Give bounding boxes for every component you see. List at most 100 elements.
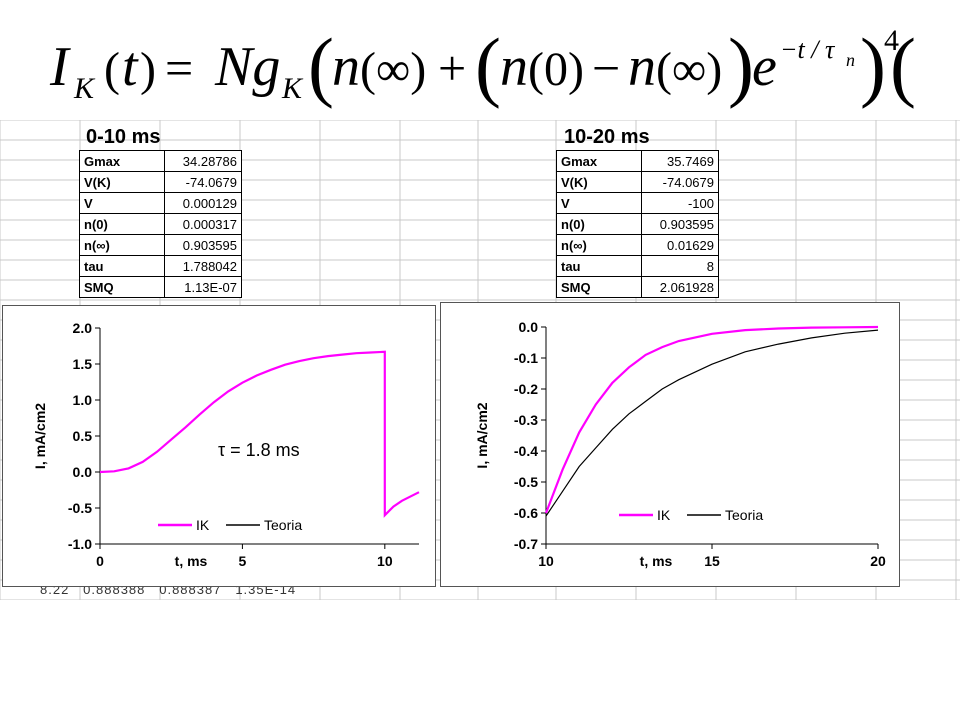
param-value: 0.01629 <box>641 234 719 256</box>
chart-10-20ms: -0.7 -0.6 -0.5 -0.4 -0.3 -0.2 -0.1 0.0 10 15 20 t, … <box>440 302 900 587</box>
param-value: 8 <box>641 255 719 277</box>
param-value: 1.13E-07 <box>164 276 242 298</box>
y-axis-label: I, mA/cm2 <box>474 402 490 468</box>
svg-text:e: e <box>752 36 777 98</box>
series-line-ik <box>99 350 420 518</box>
svg-text:−t / τ: −t / τ <box>780 35 836 64</box>
y-tick-label: 0.5 <box>73 428 93 444</box>
x-tick-label: 20 <box>870 553 886 569</box>
table-row: tau 1.788042 <box>79 255 242 277</box>
param-name: V(K) <box>79 171 165 193</box>
svg-text:n: n <box>500 36 528 98</box>
table-row: V(K) -74.0679 <box>79 171 242 193</box>
x-tick-label: 15 <box>704 553 720 569</box>
table-row: n(∞) 0.01629 <box>556 234 719 256</box>
table-row: n(0) 0.000317 <box>79 213 242 235</box>
table-title-0-10: 0-10 ms <box>86 126 161 148</box>
tau-annotation: τ = 1.8 ms <box>218 440 300 460</box>
parameters-table-10-20: Gmax 35.7469 V(K) -74.0679 V -100 n(0) 0.903… <box>556 150 719 298</box>
table-row: n(∞) 0.903595 <box>79 234 242 256</box>
svg-text:): ) <box>140 43 156 96</box>
y-tick-label: -0.4 <box>514 443 538 459</box>
y-tick-label: -0.5 <box>68 500 92 516</box>
param-name: n(∞) <box>556 234 642 256</box>
param-value: -74.0679 <box>164 171 242 193</box>
param-name: SMQ <box>556 276 642 298</box>
param-value: -100 <box>641 192 719 214</box>
param-name: V <box>79 192 165 214</box>
table-row: V -100 <box>556 192 719 214</box>
param-name: n(0) <box>556 213 642 235</box>
y-tick-label: -0.2 <box>514 381 538 397</box>
param-name: n(0) <box>79 213 165 235</box>
svg-text:(∞): (∞) <box>656 43 722 96</box>
chart-0-10ms: -1.0 -0.5 0.0 0.5 1.0 1.5 2.0 0 5 10 t, ms I, mA/cm… <box>2 305 436 587</box>
y-tick-label: 1.0 <box>73 392 93 408</box>
svg-text:(: ( <box>308 22 334 109</box>
table-row: V(K) -74.0679 <box>556 171 719 193</box>
y-tick-label: 2.0 <box>73 320 93 336</box>
svg-text:I: I <box>49 36 71 98</box>
svg-text:K: K <box>281 72 304 105</box>
legend-label-ik: IK <box>657 507 671 523</box>
param-name: Gmax <box>79 150 165 172</box>
svg-text:): ) <box>728 22 754 109</box>
param-name: SMQ <box>79 276 165 298</box>
param-name: tau <box>556 255 642 277</box>
param-value: 2.061928 <box>641 276 719 298</box>
table-row: SMQ 1.13E-07 <box>79 276 242 298</box>
y-tick-label: -0.7 <box>514 536 538 552</box>
x-tick-label: 10 <box>538 553 554 569</box>
table-row: Gmax 35.7469 <box>556 150 719 172</box>
svg-text:=: = <box>165 40 193 96</box>
param-value: 1.788042 <box>164 255 242 277</box>
y-axis-label: I, mA/cm2 <box>32 403 48 469</box>
y-tick-label: -1.0 <box>68 536 92 552</box>
svg-text:Ng: Ng <box>214 36 280 98</box>
param-name: Gmax <box>556 150 642 172</box>
svg-text:): ) <box>860 22 886 109</box>
x-tick-label: 0 <box>96 553 104 569</box>
formula: I K ( t ) = Ng K ( n (∞) + ( n (0) − n (… <box>49 22 899 109</box>
svg-text:(∞): (∞) <box>360 43 426 96</box>
chart-10-20ms-svg: -0.7 -0.6 -0.5 -0.4 -0.3 -0.2 -0.1 0.0 10 15 20 t, … <box>474 319 886 569</box>
svg-text:n: n <box>628 36 656 98</box>
parameters-table-0-10: Gmax 34.28786 V(K) -74.0679 V 0.000129 n(0)… <box>79 150 242 298</box>
x-tick-label: 5 <box>239 553 247 569</box>
x-axis-label: t, ms <box>640 553 673 569</box>
legend-label-ik: IK <box>196 517 210 533</box>
y-tick-label: 1.5 <box>73 356 93 372</box>
table-row: tau 8 <box>556 255 719 277</box>
param-value: 35.7469 <box>641 150 719 172</box>
svg-text:t: t <box>122 36 139 98</box>
table-title-10-20: 10-20 ms <box>564 126 650 148</box>
svg-text:(: ( <box>104 43 120 96</box>
y-tick-label: -0.5 <box>514 474 538 490</box>
param-value: 0.000129 <box>164 192 242 214</box>
y-tick-label: 0.0 <box>519 319 539 335</box>
param-value: 0.000317 <box>164 213 242 235</box>
svg-text:4: 4 <box>884 24 899 57</box>
param-value: -74.0679 <box>641 171 719 193</box>
y-tick-label: -0.1 <box>514 350 538 366</box>
table-row: SMQ 2.061928 <box>556 276 719 298</box>
y-tick-label: 0.0 <box>73 464 93 480</box>
table-row: V 0.000129 <box>79 192 242 214</box>
legend-label-teoria: Teoria <box>725 507 763 523</box>
param-value: 0.903595 <box>641 213 719 235</box>
x-tick-label: 10 <box>377 553 393 569</box>
series-line-teoria <box>545 329 879 517</box>
svg-text:n: n <box>846 50 855 70</box>
y-tick-label: -0.3 <box>514 412 538 428</box>
y-tick-label: -0.6 <box>514 505 538 521</box>
chart-0-10ms-svg: -1.0 -0.5 0.0 0.5 1.0 1.5 2.0 0 5 10 t, ms I, mA/cm… <box>32 320 420 569</box>
svg-text:−: − <box>592 40 620 96</box>
param-name: V(K) <box>556 171 642 193</box>
param-value: 0.903595 <box>164 234 242 256</box>
svg-text:+: + <box>438 40 466 96</box>
table-row: Gmax 34.28786 <box>79 150 242 172</box>
param-name: n(∞) <box>79 234 165 256</box>
param-value: 34.28786 <box>164 150 242 172</box>
legend-label-teoria: Teoria <box>264 517 302 533</box>
svg-text:K: K <box>73 72 96 105</box>
